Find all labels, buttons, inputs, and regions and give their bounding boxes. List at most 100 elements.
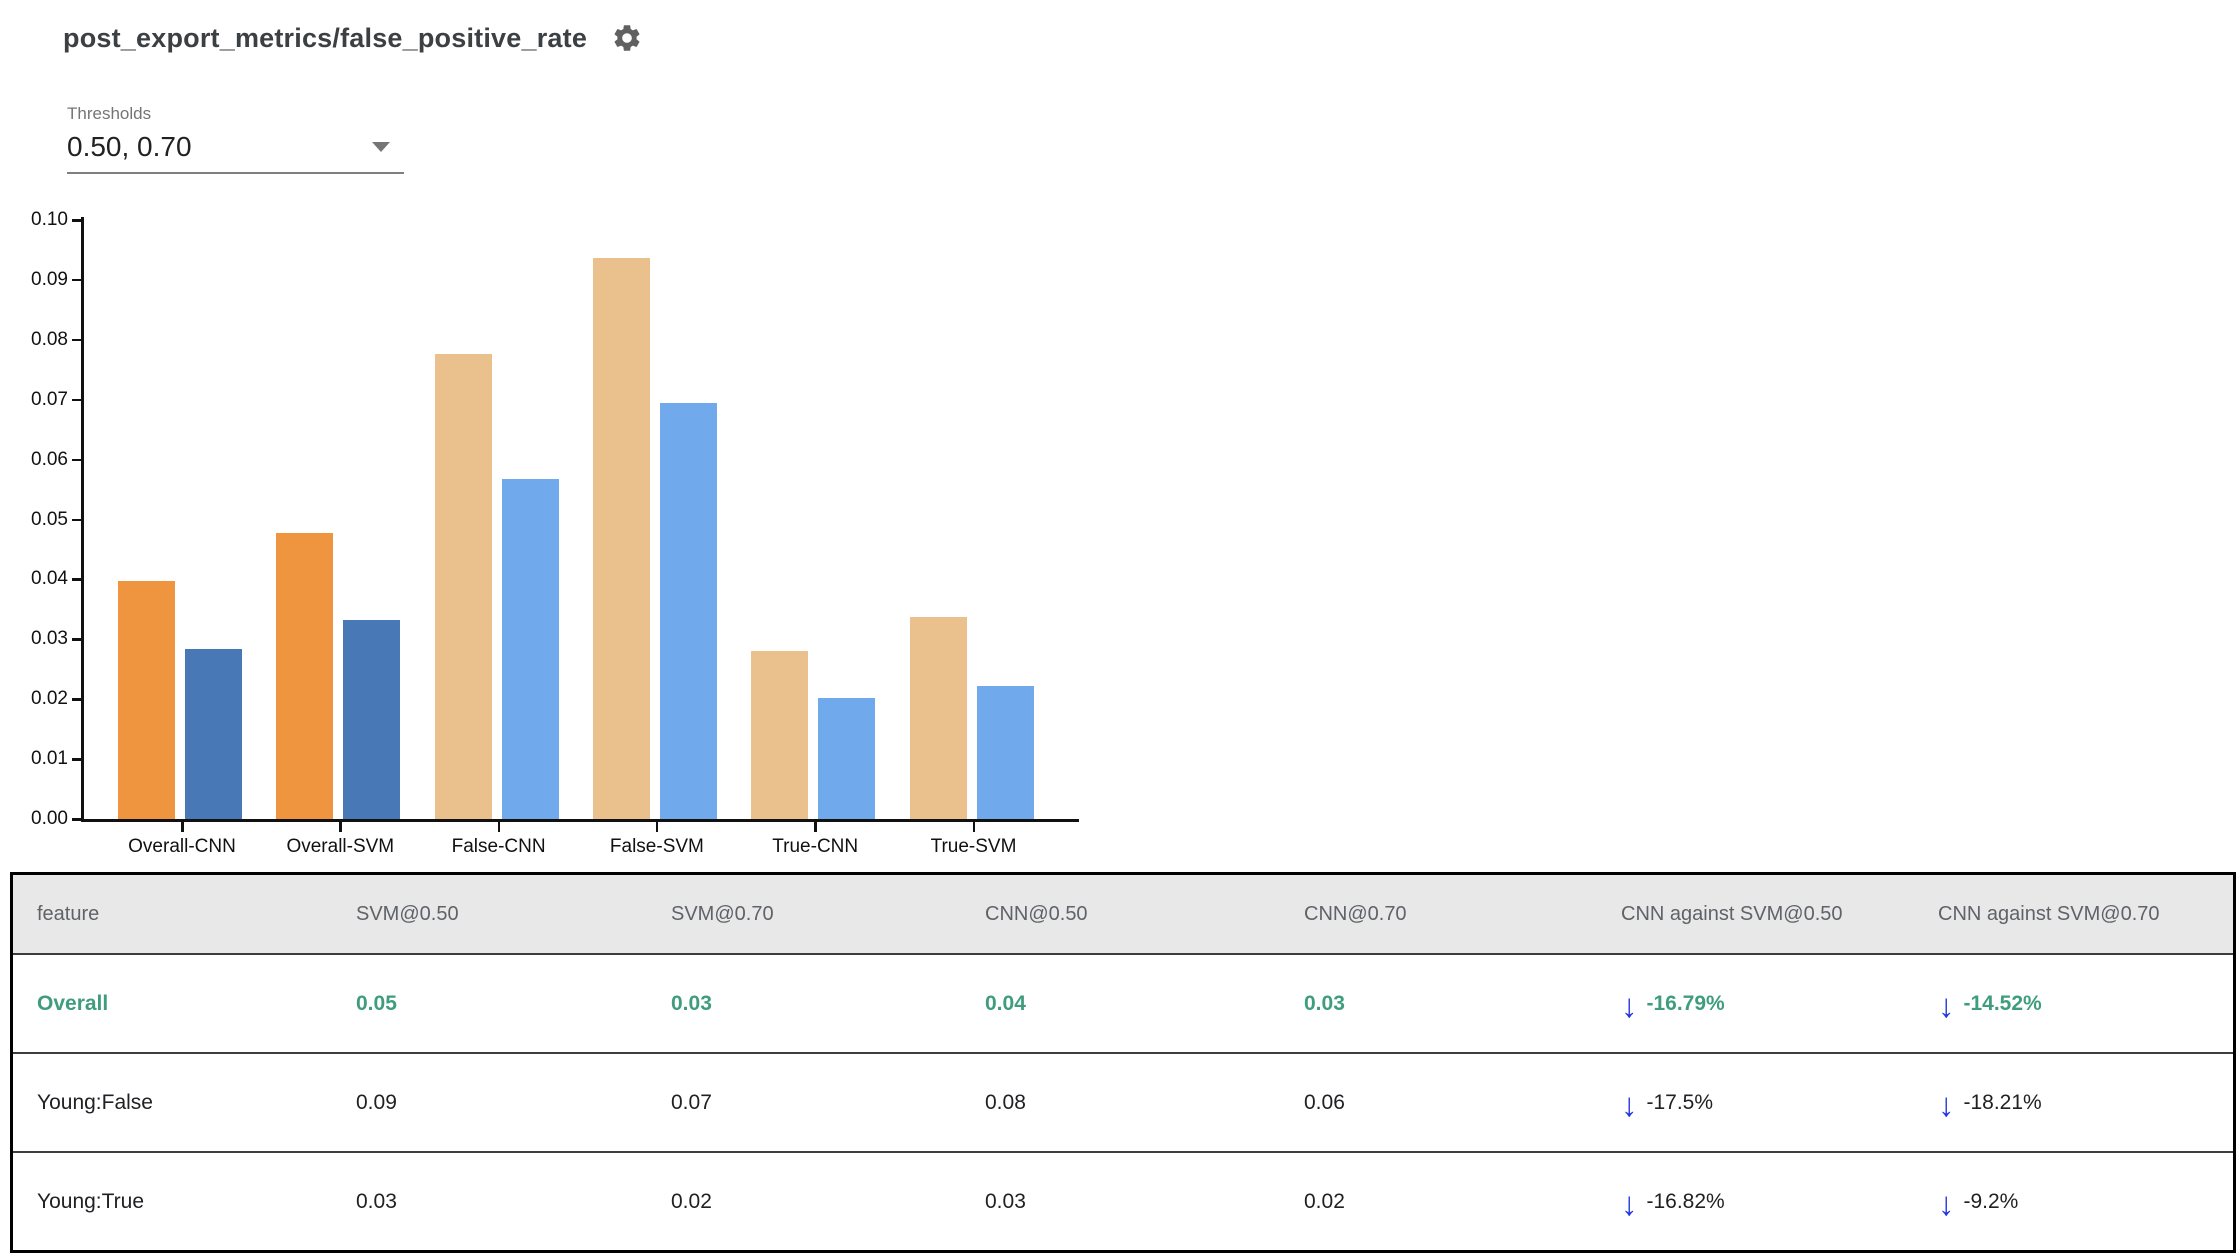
bar-overall-svm-t070[interactable] xyxy=(343,619,401,819)
x-axis-category-label: True-CNN xyxy=(772,836,859,857)
y-axis-tick xyxy=(72,278,82,282)
delta-percentage: -14.52% xyxy=(1963,991,2042,1015)
thresholds-label: Thresholds xyxy=(67,104,152,123)
y-axis-tick xyxy=(72,398,82,402)
bar-true-svm-t050[interactable] xyxy=(909,616,967,819)
metric-value-cell: 0.06 xyxy=(1304,1090,1345,1114)
y-axis-tick xyxy=(72,578,82,581)
metric-value-cell: 0.03 xyxy=(671,991,712,1015)
bar-false-svm-t050[interactable] xyxy=(592,257,650,819)
metric-value-cell: 0.02 xyxy=(671,1189,712,1213)
trend-down-arrow-icon: ↓ xyxy=(1938,1185,1955,1222)
y-axis-line xyxy=(81,217,84,822)
feature-cell: Young:False xyxy=(37,1090,153,1114)
table-header-cell: SVM@0.70 xyxy=(671,902,774,925)
table-header-cell: CNN against SVM@0.50 xyxy=(1621,902,1843,925)
delta-percentage: -16.82% xyxy=(1646,1189,1725,1213)
table-header-cell: CNN against SVM@0.70 xyxy=(1938,902,2160,925)
table-row[interactable]: Young:False 0.09 0.07 0.08 0.06 ↓ -17.5% ↓ -18.2… xyxy=(13,1054,2233,1153)
x-axis-tick xyxy=(497,822,501,832)
delta-percentage: -9.2% xyxy=(1963,1189,2019,1213)
x-axis-category-label: Overall-CNN xyxy=(128,836,236,857)
y-axis-tick-label: 0.10 xyxy=(31,209,68,230)
metric-value-cell: 0.07 xyxy=(671,1090,712,1114)
y-axis-tick-label: 0.03 xyxy=(31,628,68,650)
bar-true-svm-t070[interactable] xyxy=(976,686,1034,819)
y-axis-tick-label: 0.07 xyxy=(31,388,68,410)
table-header-row: feature SVM@0.50 SVM@0.70 CNN@0.50 CNN@0.70 C… xyxy=(13,875,2233,955)
y-axis-tick-label: 0.04 xyxy=(31,568,68,590)
x-axis-tick xyxy=(972,822,975,832)
y-axis-tick xyxy=(72,698,82,701)
y-axis-tick xyxy=(72,219,82,222)
table-header-cell: CNN@0.70 xyxy=(1304,902,1407,925)
trend-down-arrow-icon: ↓ xyxy=(1621,1086,1638,1123)
bar-false-cnn-t050[interactable] xyxy=(434,354,492,819)
metric-value-cell: 0.03 xyxy=(1304,991,1345,1015)
metric-value-cell: 0.03 xyxy=(356,1189,397,1213)
y-axis-tick-label: 0.01 xyxy=(31,748,68,770)
thresholds-value-row[interactable]: 0.50, 0.70 xyxy=(67,124,404,174)
trend-down-arrow-icon: ↓ xyxy=(1621,1185,1638,1222)
x-axis-tick xyxy=(181,822,184,832)
metric-value-cell: 0.02 xyxy=(1304,1189,1345,1213)
y-axis-tick xyxy=(72,638,82,641)
trend-down-arrow-icon: ↓ xyxy=(1938,1086,1955,1123)
y-axis-tick-label: 0.08 xyxy=(31,328,68,350)
y-axis-tick-label: 0.09 xyxy=(31,268,68,290)
comparison-cell: ↓ -18.21% xyxy=(1938,1086,2233,1123)
bar-false-cnn-t070[interactable] xyxy=(501,479,559,819)
y-axis-tick xyxy=(72,818,82,821)
table-row[interactable]: Young:True 0.03 0.02 0.03 0.02 ↓ -16.82% ↓ -9.2% xyxy=(13,1153,2233,1250)
comparison-cell: ↓ -9.2% xyxy=(1938,1185,2233,1222)
table-header-cell: SVM@0.50 xyxy=(356,902,459,925)
false-positive-rate-bar-chart: 0.00 0.01 0.02 0.03 0.04 0.05 0.06 0.07 0.08 0.09… xyxy=(31,209,1079,857)
trend-down-arrow-icon: ↓ xyxy=(1938,987,1955,1024)
bar-false-svm-t070[interactable] xyxy=(659,403,717,819)
y-axis-tick-label: 0.06 xyxy=(31,448,68,470)
settings-gear-icon[interactable] xyxy=(611,22,643,54)
thresholds-value: 0.50, 0.70 xyxy=(67,131,192,162)
metric-value-cell: 0.03 xyxy=(985,1189,1026,1213)
table-header-cell: CNN@0.50 xyxy=(985,902,1088,925)
table-header-cell: feature xyxy=(37,902,100,925)
comparison-cell: ↓ -17.5% xyxy=(1621,1086,1938,1123)
chevron-down-icon[interactable] xyxy=(372,142,390,152)
y-axis-tick xyxy=(72,338,82,342)
x-axis-category-label: True-SVM xyxy=(930,836,1017,857)
delta-percentage: -18.21% xyxy=(1963,1090,2042,1114)
metric-value-cell: 0.05 xyxy=(356,991,397,1015)
bar-overall-svm-t050[interactable] xyxy=(276,532,334,819)
delta-percentage: -16.79% xyxy=(1646,991,1725,1015)
y-axis-tick-label: 0.00 xyxy=(31,808,68,829)
panel-header: post_export_metrics/false_positive_rate xyxy=(63,22,643,54)
feature-cell: Young:True xyxy=(37,1189,145,1213)
x-axis-category-label: False-CNN xyxy=(451,836,546,857)
page-title: post_export_metrics/false_positive_rate xyxy=(63,22,588,53)
x-axis-tick xyxy=(655,822,659,832)
comparison-cell: ↓ -16.79% xyxy=(1621,987,1938,1024)
bar-true-cnn-t050[interactable] xyxy=(751,650,809,819)
metric-value-cell: 0.08 xyxy=(985,1090,1026,1114)
x-axis-category-label: Overall-SVM xyxy=(286,836,395,857)
comparison-cell: ↓ -16.82% xyxy=(1621,1185,1938,1222)
thresholds-select[interactable]: Thresholds 0.50, 0.70 xyxy=(67,104,404,174)
metric-value-cell: 0.04 xyxy=(985,991,1026,1015)
x-axis-tick xyxy=(814,822,817,832)
x-axis-category-label: False-SVM xyxy=(609,836,704,857)
y-axis-tick-label: 0.05 xyxy=(31,508,68,530)
table-row[interactable]: Overall 0.05 0.03 0.04 0.03 ↓ -16.79% ↓ -14.52% xyxy=(13,955,2233,1054)
trend-down-arrow-icon: ↓ xyxy=(1621,987,1638,1024)
y-axis-tick xyxy=(72,458,82,462)
metrics-table: feature SVM@0.50 SVM@0.70 CNN@0.50 CNN@0.70 C… xyxy=(10,872,2236,1253)
x-axis-tick xyxy=(339,822,342,832)
feature-cell: Overall xyxy=(37,991,109,1015)
bar-overall-cnn-t070[interactable] xyxy=(185,648,242,819)
comparison-cell: ↓ -14.52% xyxy=(1938,987,2233,1024)
bar-overall-cnn-t050[interactable] xyxy=(118,581,175,819)
x-axis-line xyxy=(81,819,1079,822)
metric-value-cell: 0.09 xyxy=(356,1090,397,1114)
y-axis-tick xyxy=(72,518,82,521)
bar-true-cnn-t070[interactable] xyxy=(818,698,876,819)
